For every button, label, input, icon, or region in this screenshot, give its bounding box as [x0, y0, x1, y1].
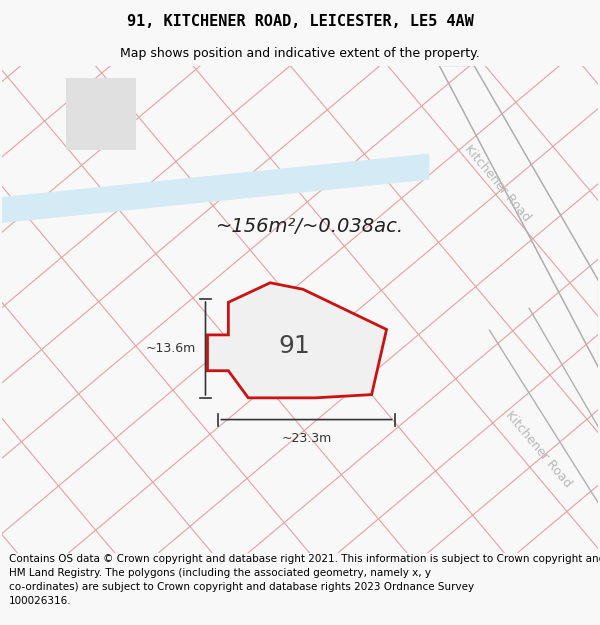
- Text: 91: 91: [278, 334, 310, 358]
- Text: 91, KITCHENER ROAD, LEICESTER, LE5 4AW: 91, KITCHENER ROAD, LEICESTER, LE5 4AW: [127, 14, 473, 29]
- Text: Map shows position and indicative extent of the property.: Map shows position and indicative extent…: [120, 48, 480, 60]
- Polygon shape: [66, 78, 136, 151]
- Polygon shape: [2, 154, 430, 223]
- Text: ~156m²/~0.038ac.: ~156m²/~0.038ac.: [216, 217, 404, 236]
- Text: Kitchener Road: Kitchener Road: [461, 142, 533, 224]
- Text: ~23.3m: ~23.3m: [281, 431, 332, 444]
- Text: Contains OS data © Crown copyright and database right 2021. This information is : Contains OS data © Crown copyright and d…: [9, 554, 600, 606]
- Polygon shape: [439, 66, 598, 368]
- Text: ~13.6m: ~13.6m: [145, 342, 196, 355]
- Text: Kitchener Road: Kitchener Road: [503, 408, 574, 489]
- Polygon shape: [208, 282, 386, 398]
